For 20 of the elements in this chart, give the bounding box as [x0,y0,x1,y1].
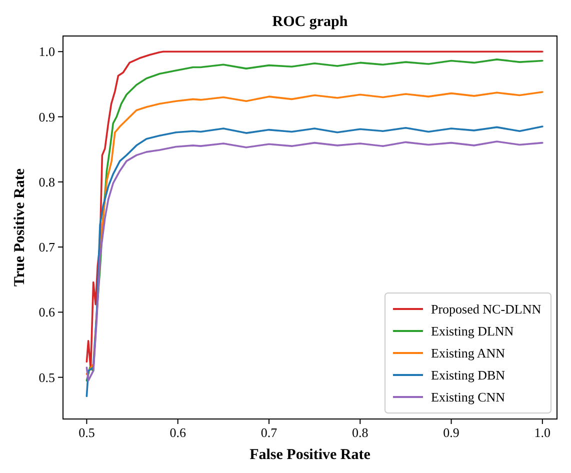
x-tick-label: 0.6 [170,425,186,440]
legend-label: Existing DLNN [431,324,514,339]
y-tick-label: 0.8 [38,174,55,190]
legend-label: Existing CNN [431,390,506,405]
y-tick-label: 0.5 [38,370,55,385]
x-tick-label: 0.5 [78,425,95,440]
legend-label: Existing ANN [431,346,506,361]
chart-title: ROC graph [272,14,348,30]
x-tick-label: 0.9 [443,425,460,440]
x-tick-label: 0.7 [260,425,278,440]
y-tick-label: 0.6 [38,304,56,320]
y-axis-title: True Positive Rate [12,168,28,287]
legend-label: Proposed NC-DLNN [431,302,542,317]
y-tick-label: 0.9 [38,109,55,124]
x-tick-label: 1.0 [534,425,551,440]
y-tick-label: 1.0 [38,44,55,60]
legend-label: Existing DBN [431,368,506,383]
x-tick-label: 0.8 [352,425,368,440]
x-axis-title: False Positive Rate [250,447,371,463]
y-tick-label: 0.7 [38,240,56,255]
